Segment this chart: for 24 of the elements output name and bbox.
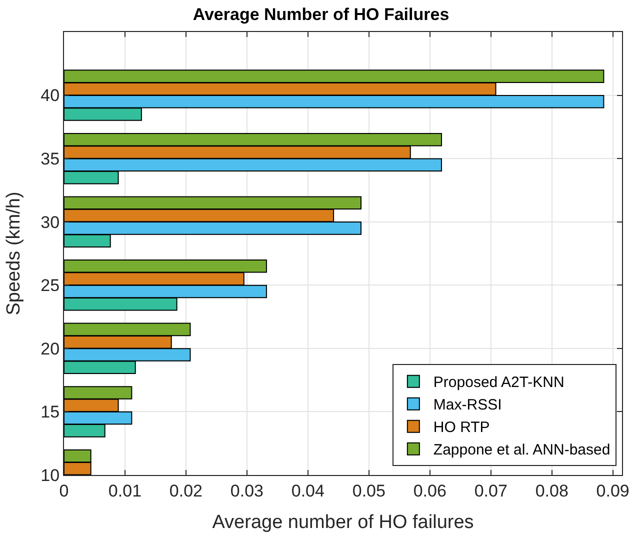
x-tick-label: 0.04 [291,481,324,500]
legend-label: Max-RSSI [433,396,502,414]
y-tick-label: 20 [40,339,60,358]
x-tick-label: 0.05 [352,481,386,500]
x-tick-label: 0.09 [596,481,630,500]
x-tick-label: 0.08 [535,481,568,500]
y-tick-label: 40 [40,86,60,106]
x-tick-label: 0.07 [474,481,508,500]
x-tick-label: 0.03 [230,481,264,500]
y-tick-label: 30 [40,212,60,232]
y-tick-label: 15 [40,402,60,422]
x-axis-title: Average number of HO failures [212,512,474,534]
legend-label: Proposed A2T-KNN [433,374,564,392]
x-tick-label: 0 [59,481,69,500]
y-tick-label: 10 [40,466,60,485]
y-tick-label: 25 [40,276,60,296]
x-tick-label: 0.01 [108,481,142,500]
chart-title: Average Number of HO Failures [192,5,450,24]
y-axis-title: Speeds (km/h) [4,192,25,316]
x-tick-label: 0.02 [169,481,203,500]
x-tick-label: 0.06 [413,481,446,500]
legend-label: Zappone et al. ANN-based [433,442,610,459]
y-tick-label: 35 [40,150,60,169]
legend-label: HO RTP [433,419,490,436]
